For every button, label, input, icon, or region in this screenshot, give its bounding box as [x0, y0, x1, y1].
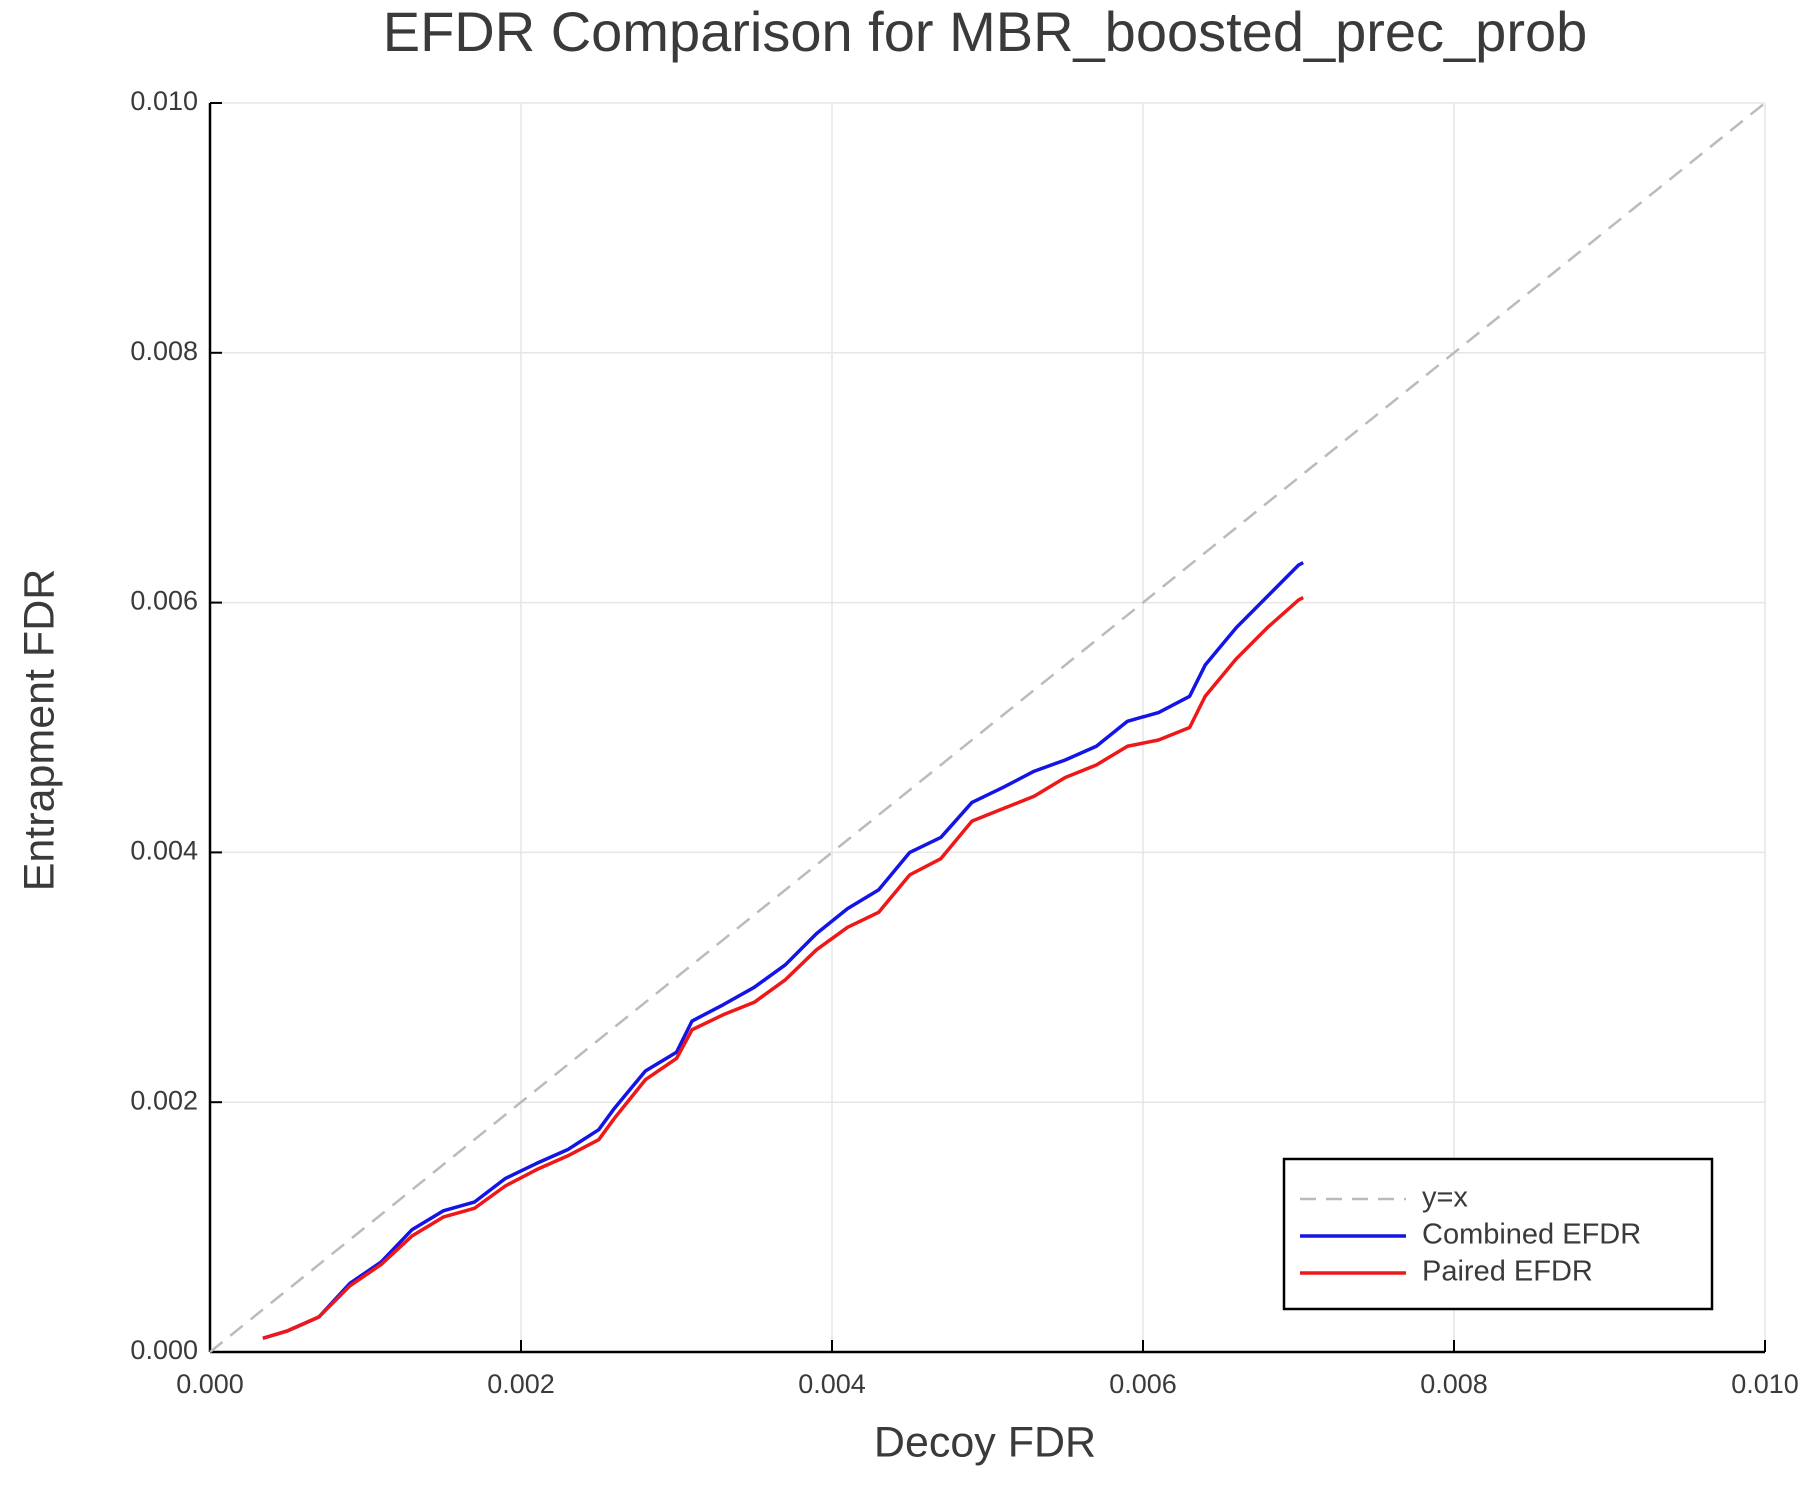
x-tick-label: 0.000 — [176, 1369, 244, 1399]
x-tick-label: 0.006 — [1109, 1369, 1177, 1399]
series-line — [209, 102, 1766, 1353]
legend-label: Paired EFDR — [1422, 1256, 1593, 1288]
y-tick-label: 0.002 — [130, 1085, 198, 1115]
chart-title: EFDR Comparison for MBR_boosted_prec_pro… — [383, 0, 1588, 63]
legend-label: y=x — [1422, 1182, 1468, 1214]
x-axis-label: Decoy FDR — [874, 1418, 1096, 1466]
x-tick-label: 0.010 — [1731, 1369, 1799, 1399]
legend: y=x Combined EFDR Paired EFDR — [1282, 1157, 1714, 1311]
y-tick-label: 0.000 — [130, 1335, 198, 1365]
series-line — [262, 596, 1304, 1340]
legend-box — [1282, 1157, 1714, 1311]
legend-label: Combined EFDR — [1422, 1219, 1641, 1251]
y-axis-label: Entrapment FDR — [15, 569, 63, 892]
y-tick-label: 0.004 — [130, 836, 198, 866]
x-tick-label: 0.002 — [487, 1369, 555, 1399]
series-line — [262, 561, 1304, 1340]
y-tick-label: 0.008 — [130, 336, 198, 366]
x-tick-label: 0.004 — [798, 1369, 866, 1399]
y-tick-label: 0.010 — [130, 86, 198, 116]
y-tick-label: 0.006 — [130, 586, 198, 616]
x-tick-label: 0.008 — [1420, 1369, 1488, 1399]
